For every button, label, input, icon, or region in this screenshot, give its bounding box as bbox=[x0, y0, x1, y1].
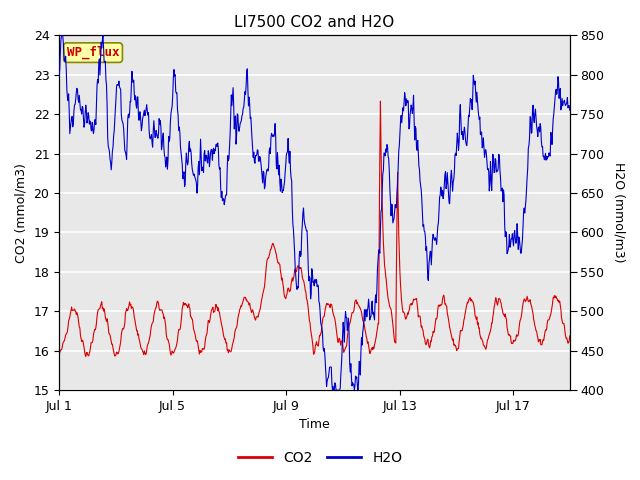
Text: WP_flux: WP_flux bbox=[67, 46, 119, 60]
Legend: CO2, H2O: CO2, H2O bbox=[232, 445, 408, 471]
Title: LI7500 CO2 and H2O: LI7500 CO2 and H2O bbox=[234, 15, 395, 30]
Y-axis label: CO2 (mmol/m3): CO2 (mmol/m3) bbox=[15, 163, 28, 263]
Y-axis label: H2O (mmol/m3): H2O (mmol/m3) bbox=[612, 162, 625, 263]
X-axis label: Time: Time bbox=[299, 419, 330, 432]
